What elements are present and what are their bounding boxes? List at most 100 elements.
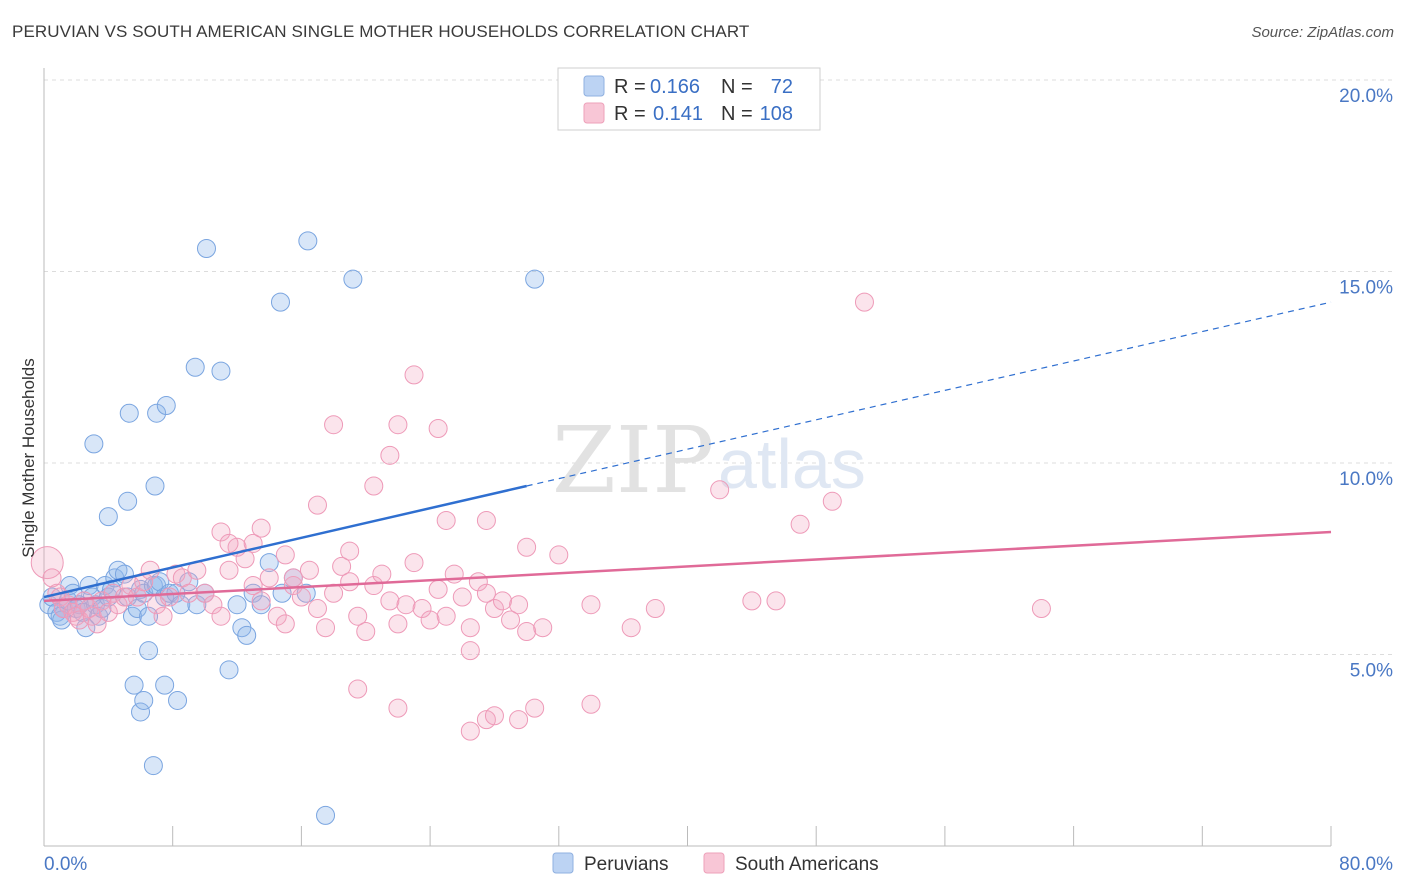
- point-south-americans: [219, 560, 239, 580]
- point-south-americans: [283, 568, 303, 588]
- point-south-americans: [203, 595, 223, 615]
- point-peruvians: [525, 269, 545, 289]
- stats-n-label-south-americans: N =: [721, 103, 753, 125]
- point-south-americans: [316, 618, 336, 638]
- point-south-americans: [549, 545, 569, 565]
- point-south-americans: [275, 614, 295, 634]
- point-south-americans: [159, 587, 179, 607]
- point-south-americans: [581, 595, 601, 615]
- point-south-americans: [388, 415, 408, 435]
- point-south-americans: [291, 587, 311, 607]
- point-peruvians: [156, 396, 176, 416]
- point-south-americans: [533, 618, 553, 638]
- point-south-americans: [742, 591, 762, 611]
- point-peruvians: [185, 357, 205, 377]
- point-south-americans: [822, 491, 842, 511]
- point-south-americans: [517, 537, 537, 557]
- stats-n-label-peruvians: N =: [721, 76, 753, 98]
- legend-label-peruvians: Peruvians: [584, 854, 669, 875]
- point-south-americans: [307, 495, 327, 515]
- point-south-americans: [153, 606, 173, 626]
- point-south-americans: [460, 618, 480, 638]
- point-south-americans: [766, 591, 786, 611]
- x-tick-label-max: 80.0%: [1339, 854, 1393, 875]
- stats-swatch-peruvians: [583, 75, 605, 97]
- legend-label-south-americans: South Americans: [735, 854, 879, 875]
- point-peruvians: [343, 269, 363, 289]
- point-south-americans: [645, 599, 665, 619]
- point-south-americans: [42, 568, 62, 588]
- point-south-americans: [98, 602, 118, 622]
- point-south-americans: [332, 556, 352, 576]
- point-south-americans: [509, 595, 529, 615]
- point-south-americans: [436, 510, 456, 530]
- point-peruvians: [84, 434, 104, 454]
- point-south-americans: [134, 572, 154, 592]
- point-south-americans: [460, 721, 480, 741]
- point-peruvians: [131, 702, 151, 722]
- point-south-americans: [275, 545, 295, 565]
- point-south-americans: [484, 599, 504, 619]
- point-south-americans: [412, 599, 432, 619]
- grid-layer: [44, 79, 1395, 655]
- point-south-americans: [372, 564, 392, 584]
- point-peruvians: [143, 756, 163, 776]
- point-peruvians: [98, 507, 118, 527]
- point-south-americans: [1031, 599, 1051, 619]
- point-peruvians: [259, 553, 279, 573]
- chart-title: PERUVIAN VS SOUTH AMERICAN SINGLE MOTHER…: [12, 22, 750, 41]
- y-tick-label: 10.0%: [1339, 469, 1393, 490]
- point-peruvians: [298, 231, 318, 251]
- point-peruvians: [118, 491, 138, 511]
- y-tick-label: 20.0%: [1339, 86, 1393, 107]
- point-south-americans: [219, 533, 239, 553]
- stats-r-label-peruvians: R =: [614, 76, 646, 98]
- point-south-americans: [460, 641, 480, 661]
- point-peruvians: [237, 625, 257, 645]
- point-south-americans: [404, 365, 424, 385]
- point-peruvians: [316, 805, 336, 825]
- point-peruvians: [119, 403, 139, 423]
- stats-swatch-south-americans: [583, 102, 605, 124]
- point-south-americans: [348, 606, 368, 626]
- point-south-americans: [501, 610, 521, 630]
- chart-source: Source: ZipAtlas.com: [1251, 24, 1394, 41]
- point-south-americans: [283, 576, 303, 596]
- point-south-americans: [324, 415, 344, 435]
- point-south-americans: [525, 698, 545, 718]
- legend-swatch-peruvians: [552, 852, 574, 874]
- point-south-americans: [211, 522, 231, 542]
- y-tick-label: 5.0%: [1350, 661, 1393, 682]
- point-south-americans: [63, 602, 83, 622]
- y-tick-label: 15.0%: [1339, 278, 1393, 299]
- point-peruvians: [155, 675, 175, 695]
- point-south-americans: [211, 606, 231, 626]
- point-south-americans: [307, 599, 327, 619]
- point-peruvians: [147, 403, 167, 423]
- trend-line-south-americans: [43, 530, 1332, 603]
- point-south-americans: [517, 622, 537, 642]
- point-south-americans: [428, 419, 448, 439]
- point-peruvians: [145, 476, 165, 496]
- point-peruvians: [171, 595, 191, 615]
- point-peruvians: [139, 606, 159, 626]
- point-south-americans: [492, 591, 512, 611]
- point-south-americans: [710, 480, 730, 500]
- point-south-americans: [854, 292, 874, 312]
- point-south-americans: [340, 572, 360, 592]
- trend-line-peruvians-extension: [526, 301, 1332, 487]
- point-south-americans: [364, 576, 384, 596]
- point-south-americans: [388, 698, 408, 718]
- point-south-americans: [396, 595, 416, 615]
- point-peruvians: [168, 690, 188, 710]
- point-peruvians: [270, 292, 290, 312]
- watermark-atlas: atlas: [718, 425, 866, 503]
- point-south-americans: [364, 476, 384, 496]
- point-south-americans: [509, 710, 529, 730]
- point-south-americans: [428, 579, 448, 599]
- point-south-americans: [380, 445, 400, 465]
- point-south-americans: [476, 583, 496, 603]
- watermark-zip: ZIP: [552, 407, 714, 514]
- point-south-americans: [484, 706, 504, 726]
